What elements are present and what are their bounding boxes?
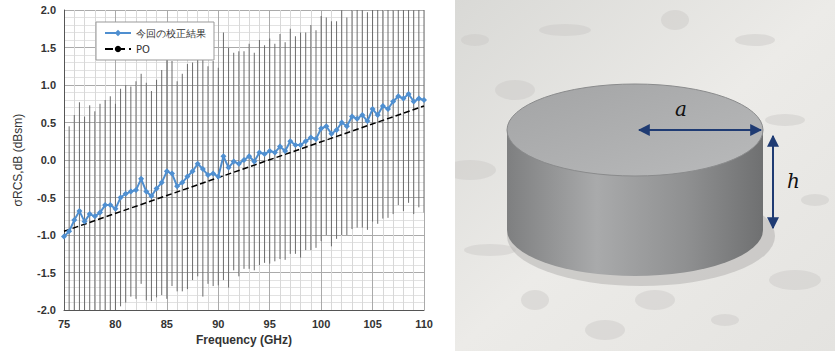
svg-text:0.5: 0.5 <box>41 117 56 129</box>
svg-text:a: a <box>675 97 687 121</box>
svg-text:σRCS,dB (dBsm): σRCS,dB (dBsm) <box>11 114 25 207</box>
svg-text:110: 110 <box>415 318 433 330</box>
svg-text:1.0: 1.0 <box>41 79 56 91</box>
svg-text:PO: PO <box>136 44 150 55</box>
svg-text:h: h <box>787 169 800 193</box>
svg-text:85: 85 <box>161 318 173 330</box>
svg-text:105: 105 <box>363 318 381 330</box>
svg-text:100: 100 <box>312 318 330 330</box>
svg-text:-0.5: -0.5 <box>37 192 56 204</box>
svg-text:Frequency (GHz): Frequency (GHz) <box>196 333 292 347</box>
svg-text:0.0: 0.0 <box>41 154 56 166</box>
svg-text:-1.5: -1.5 <box>37 267 56 279</box>
svg-text:-1.0: -1.0 <box>37 229 56 241</box>
svg-text:2.0: 2.0 <box>41 4 56 16</box>
svg-text:1.5: 1.5 <box>41 42 56 54</box>
svg-text:90: 90 <box>212 318 224 330</box>
svg-text:80: 80 <box>109 318 121 330</box>
svg-text:95: 95 <box>264 318 276 330</box>
svg-text:75: 75 <box>58 318 70 330</box>
svg-text:今回の校正結果: 今回の校正結果 <box>136 28 206 39</box>
svg-text:-2.0: -2.0 <box>37 304 56 316</box>
